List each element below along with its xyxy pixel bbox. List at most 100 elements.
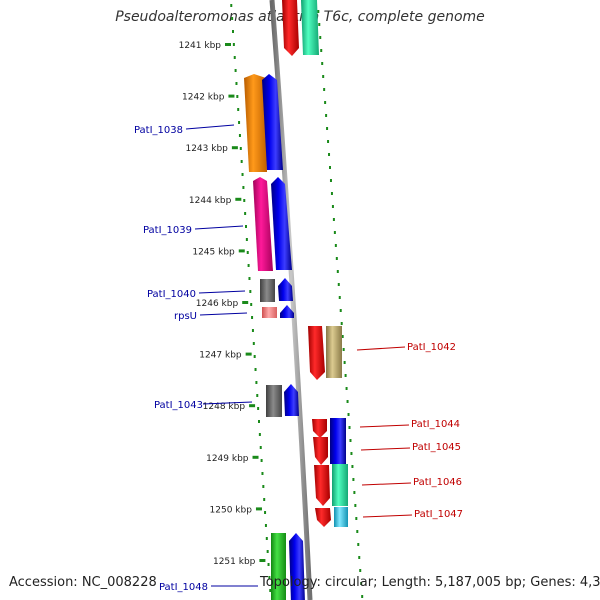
gene-arrow-blue-rpsu [280, 305, 294, 318]
guide-dot-left [256, 394, 259, 397]
gene-label[interactable]: PatI_1039 [143, 225, 192, 236]
tick-label: 1247 kbp [199, 351, 242, 361]
guide-dot-left [237, 108, 240, 111]
guide-dot-right [317, 10, 320, 13]
tick-mark [238, 249, 245, 253]
guide-dot-right [332, 218, 335, 221]
guide-dot-right [329, 166, 331, 169]
guide-dot-left [263, 498, 266, 501]
gene-arrow-blue-1039 [271, 177, 292, 270]
guide-dot-left [249, 290, 252, 293]
gene-arrow-red-1045 [313, 437, 328, 465]
gene-leader-line [199, 312, 248, 316]
tick-mark [228, 94, 235, 98]
gene-arrow-red-1047 [315, 508, 331, 527]
guide-dot-right [344, 374, 347, 377]
gene-label[interactable]: PatI_1044 [411, 419, 460, 430]
guide-dot-right [361, 595, 364, 598]
tick-mark [231, 146, 238, 150]
gene-leader-line [361, 482, 412, 486]
gene-arrow-blue-1040 [278, 278, 293, 301]
guide-dot-right [357, 543, 360, 546]
guide-dot-left [245, 225, 247, 228]
tick-label: 1249 kbp [206, 454, 249, 464]
gene-leader-line [194, 225, 244, 230]
guide-dot-left [247, 264, 250, 267]
gene-leader-line [356, 346, 406, 351]
gene-bar-magenta [253, 177, 273, 271]
guide-dot-left [261, 472, 264, 475]
guide-dot-left [258, 420, 260, 423]
gene-arrow-mint-top [301, 0, 319, 55]
guide-dot-right [350, 452, 353, 455]
guide-dot-left [258, 433, 261, 436]
tick-mark [225, 43, 231, 46]
gene-arrow-blue-1048 [289, 533, 305, 600]
guide-dot-right [320, 49, 323, 52]
guide-dot-left [253, 355, 256, 358]
guide-dot-left [265, 537, 268, 540]
guide-dot-right [359, 569, 362, 572]
gene-label[interactable]: PatI_1043 [154, 400, 203, 411]
guide-dot-right [328, 153, 331, 156]
tick-label: 1241 kbp [179, 41, 222, 51]
tick-label: 1243 kbp [185, 144, 228, 154]
tick-mark [249, 404, 256, 408]
guide-dot-right [353, 491, 356, 494]
guide-dot-right [338, 296, 341, 299]
guide-dot-right [330, 192, 333, 195]
gene-label[interactable]: PatI_1040 [147, 289, 196, 300]
gene-box-pink-rpsu [262, 307, 277, 318]
gene-leader-line [362, 514, 413, 518]
guide-dot-right [329, 179, 332, 182]
tick-mark [242, 301, 249, 304]
guide-dot-right [341, 335, 344, 338]
guide-dot-left [235, 82, 238, 85]
gene-label[interactable]: PatI_1047 [414, 509, 463, 520]
gene-bar-orange [244, 74, 267, 172]
gene-box-cyan-1047 [334, 507, 348, 527]
guide-dot-left [248, 277, 251, 280]
gene-label[interactable]: PatI_1038 [134, 125, 183, 136]
gene-label[interactable]: PatI_1045 [412, 442, 461, 453]
gene-arrow-red-1044 [312, 419, 327, 438]
guide-dot-right [354, 504, 357, 507]
gene-label[interactable]: rpsU [174, 311, 197, 322]
gene-leader-line [198, 290, 246, 294]
tick-label: 1244 kbp [189, 196, 232, 206]
guide-dot-left [241, 173, 244, 176]
gene-box-green-1048 [271, 533, 286, 600]
guide-dot-left [255, 381, 258, 384]
guide-dot-right [340, 322, 343, 325]
guide-dot-right [349, 439, 352, 442]
guide-dot-left [268, 576, 271, 579]
guide-dot-left [245, 238, 248, 241]
guide-dot-left [239, 147, 242, 150]
guide-dot-left [269, 589, 272, 592]
guide-dot-right [343, 361, 346, 364]
guide-dot-left [243, 199, 246, 202]
guide-dot-left [238, 134, 241, 137]
guide-dot-right [322, 75, 325, 78]
guide-dot-right [337, 283, 340, 286]
gene-label[interactable]: PatI_1046 [413, 477, 462, 488]
guide-dot-right [335, 257, 338, 260]
guide-dot-right [358, 556, 361, 559]
gene-label[interactable]: PatI_1048 [159, 582, 208, 593]
guide-dot-right [347, 413, 350, 416]
gene-box-gray-1043 [266, 385, 282, 417]
guide-dot-right [360, 582, 363, 585]
gene-features [244, 0, 348, 600]
guide-dot-left [264, 511, 267, 514]
tick-label: 1246 kbp [196, 299, 239, 309]
tick-mark [235, 197, 242, 201]
gene-box-khaki-1042 [326, 326, 342, 378]
accession-text: Accession: NC_008228 [9, 575, 157, 590]
guide-dot-left [262, 485, 265, 488]
gene-arrow-red-top [282, 0, 299, 56]
guide-dot-right [319, 36, 322, 39]
guide-dot-right [356, 530, 359, 533]
tick-label: 1245 kbp [192, 247, 235, 257]
gene-label[interactable]: PatI_1042 [407, 342, 456, 353]
